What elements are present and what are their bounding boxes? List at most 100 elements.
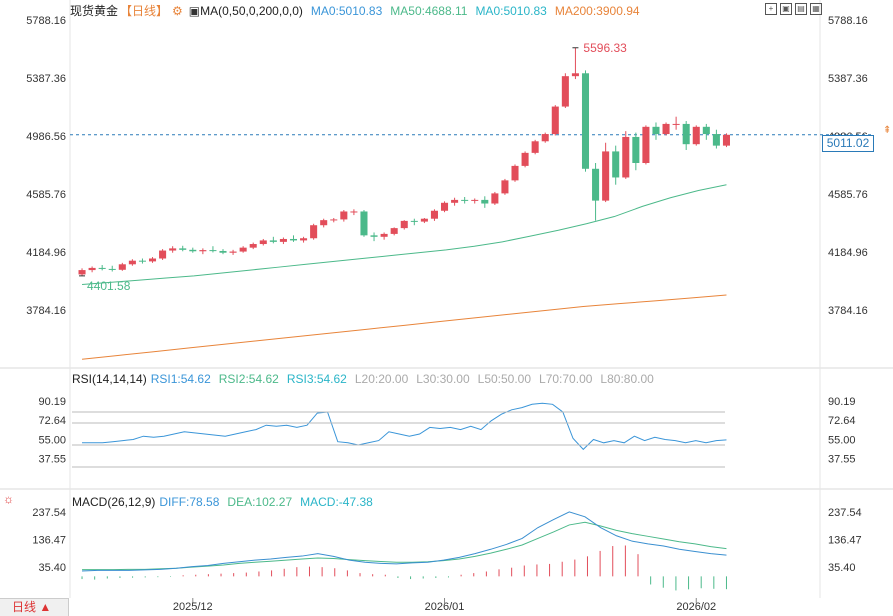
rsi-tick-right: 55.00 <box>828 435 856 447</box>
period-button[interactable]: 日线 ▲ <box>0 598 69 616</box>
candle-body <box>300 238 308 241</box>
price-tick-left: 4184.96 <box>26 247 66 259</box>
candle-body <box>98 267 106 269</box>
candle-body <box>360 211 368 236</box>
candle-body <box>289 238 298 241</box>
x-tick-label: 2026/02 <box>676 601 716 613</box>
candle-body <box>259 240 267 245</box>
rsi-tick-right: 37.55 <box>828 454 856 466</box>
candle-body <box>551 106 559 135</box>
candle-body <box>420 218 428 222</box>
candle-body <box>88 267 96 271</box>
candle-body <box>441 202 449 211</box>
l30-value: L30:30.00 <box>416 372 470 386</box>
candle-body <box>561 76 569 107</box>
macd-tick-right: 136.47 <box>828 534 862 546</box>
candle-body <box>199 250 207 252</box>
candle-body <box>410 220 418 222</box>
main-header: 现货黄金 【日线】 ⚙ ▣MA(0,50,0,200,0,0) MA0:5010.83 M… <box>70 4 648 18</box>
candle-body <box>430 210 438 219</box>
candle-body <box>702 126 710 135</box>
macd-header: MACD(26,12,9) DIFF:78.58 DEA:102.27 MACD:-4… <box>72 495 381 509</box>
rsi-panel <box>72 411 725 468</box>
crosshair-icon[interactable]: + <box>765 3 777 15</box>
rsi-line <box>82 402 727 451</box>
settings-icon[interactable]: ⚙ <box>172 4 183 18</box>
low-label: 4401.58 <box>87 279 131 293</box>
candle-body <box>209 250 217 252</box>
l70-value: L70:70.00 <box>539 372 593 386</box>
candle-body <box>370 235 378 237</box>
macd-tick-left: 136.47 <box>32 534 66 546</box>
sun-icon[interactable]: ☼ <box>3 492 14 506</box>
rsi-tick-left: 90.19 <box>38 396 66 408</box>
ma-icon[interactable]: ▣ <box>188 4 201 18</box>
candle-body <box>521 152 529 166</box>
ma-lines <box>81 184 727 572</box>
candle-body <box>722 134 730 146</box>
candle-body <box>571 73 579 77</box>
chart-toolbar: + ▣ ▤ ▦ <box>765 3 822 15</box>
macd-tick-right: 237.54 <box>828 507 862 519</box>
price-tick-right: 3784.16 <box>828 305 868 317</box>
rsi-tick-left: 55.00 <box>38 435 66 447</box>
candle-body <box>189 249 197 252</box>
rsi1-value: RSI1:54.62 <box>150 372 211 386</box>
candle-body <box>310 225 318 239</box>
candle-body <box>350 211 358 213</box>
candle-body <box>712 134 720 146</box>
dea-line <box>82 521 727 571</box>
zoom-out-icon[interactable]: ▤ <box>795 3 807 15</box>
zoom-in-icon[interactable]: ▣ <box>780 3 792 15</box>
candle-body <box>330 219 338 221</box>
candles: 5596.33 4401.58 <box>78 41 730 293</box>
high-label: 5596.33 <box>583 41 627 55</box>
macd-panel <box>81 545 727 591</box>
candle-body <box>501 180 509 194</box>
candle-body <box>581 73 590 169</box>
rsi3-value: RSI3:54.62 <box>286 372 347 386</box>
macd-title: MACD(26,12,9) <box>72 495 156 509</box>
candle-body <box>622 136 630 178</box>
price-tick-left: 4585.76 <box>26 189 66 201</box>
candle-body <box>108 268 116 270</box>
diff-value: DIFF:78.58 <box>159 495 220 509</box>
candle-body <box>612 151 620 178</box>
macd-tick-left: 237.54 <box>32 507 66 519</box>
candle-body <box>632 136 640 163</box>
last-price-value: 5011.02 <box>826 136 870 150</box>
symbol-title: 现货黄金 <box>70 4 119 18</box>
fullscreen-icon[interactable]: ▦ <box>810 3 822 15</box>
candle-body <box>652 126 660 135</box>
candle-body <box>682 123 690 145</box>
macd-tick-right: 35.40 <box>828 562 856 574</box>
candle-body <box>541 134 549 142</box>
ma50-line <box>81 184 727 286</box>
candle-body <box>148 258 157 262</box>
price-tick-left: 4986.56 <box>26 131 66 143</box>
candle-body <box>390 228 398 234</box>
candle-body <box>400 220 408 229</box>
l80-value: L80:80.00 <box>600 372 654 386</box>
l20-value: L20:20.00 <box>354 372 409 386</box>
price-tick-left: 5788.16 <box>26 15 66 27</box>
last-price-tag: 5011.02 <box>822 135 874 152</box>
x-tick-label: 2025/12 <box>173 601 213 613</box>
candle-body <box>249 244 257 248</box>
candle-body <box>219 250 227 253</box>
candle-body <box>481 199 489 204</box>
candle-body <box>471 199 479 201</box>
candle-body <box>340 211 348 220</box>
price-tick-left: 3784.16 <box>26 305 66 317</box>
dea-value: DEA:102.27 <box>227 495 293 509</box>
ma0-value: MA0:5010.83 <box>310 4 383 18</box>
rsi-tick-left: 37.55 <box>38 454 66 466</box>
candle-body <box>592 168 600 201</box>
price-tick-left: 5387.36 <box>26 73 66 85</box>
period-tag[interactable]: 【日线】 <box>120 4 169 18</box>
candle-body <box>672 123 680 125</box>
ma0b-value: MA0:5010.83 <box>475 4 547 18</box>
candle-body <box>511 165 519 181</box>
price-alert-icon[interactable]: ⇞ <box>883 125 892 136</box>
